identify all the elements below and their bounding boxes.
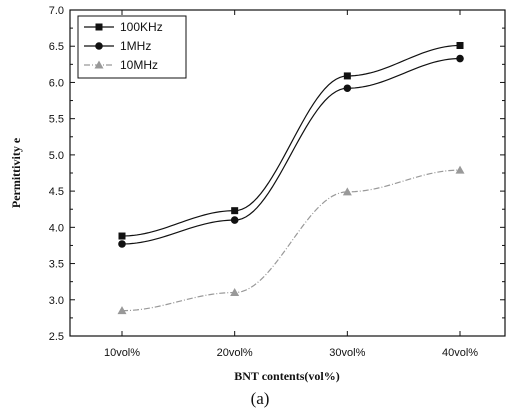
data-point-100KHz: [456, 41, 464, 49]
y-tick-label: 6.5: [49, 41, 64, 53]
data-point-10MHz: [455, 165, 465, 174]
y-tick-label: 2.5: [49, 331, 64, 343]
data-point-100KHz: [343, 72, 351, 80]
y-tick-label: 3.5: [49, 259, 64, 271]
figure-caption: (a): [251, 389, 270, 408]
y-axis-title: Permittivity e: [9, 137, 23, 208]
data-point-100KHz: [118, 232, 126, 240]
y-tick-label: 4.0: [49, 222, 64, 234]
data-point-10MHz: [342, 187, 352, 196]
y-tick-label: 5.5: [49, 114, 64, 126]
x-tick-label: 10vol%: [104, 347, 140, 359]
legend-label: 1MHz: [120, 39, 151, 53]
legend-label: 10MHz: [120, 58, 158, 72]
legend-marker-10MHz: [94, 60, 104, 69]
y-tick-label: 7.0: [49, 5, 64, 17]
legend-marker-100KHz: [95, 23, 103, 31]
y-tick-label: 5.0: [49, 150, 64, 162]
y-tick-label: 4.5: [49, 186, 64, 198]
data-point-1MHz: [230, 216, 239, 224]
y-tick-label: 3.0: [49, 295, 64, 307]
y-tick-label: 6.0: [49, 77, 64, 89]
x-tick-label: 30vol%: [329, 347, 365, 359]
series-line-1MHz: [121, 57, 461, 245]
data-point-10MHz: [117, 306, 127, 315]
series-line-100KHz: [121, 44, 461, 237]
x-axis-title: BNT contents(vol%): [234, 369, 339, 383]
legend-marker-1MHz: [95, 42, 103, 50]
data-point-10MHz: [230, 288, 240, 297]
data-point-1MHz: [343, 84, 352, 93]
legend-label: 100KHz: [120, 20, 163, 34]
data-point-100KHz: [231, 207, 239, 215]
series-line-10MHz: [121, 169, 461, 312]
data-point-1MHz: [456, 54, 464, 63]
data-point-1MHz: [118, 240, 126, 248]
x-tick-label: 40vol%: [442, 347, 478, 359]
x-tick-label: 20vol%: [217, 347, 253, 359]
